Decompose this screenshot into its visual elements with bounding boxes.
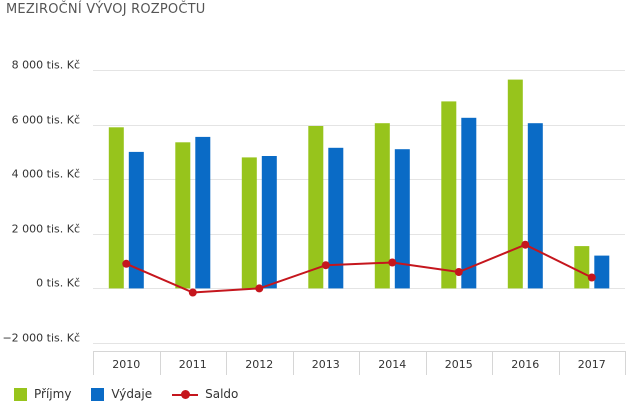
bar-prijmy xyxy=(108,127,124,289)
bar-prijmy xyxy=(441,101,457,289)
legend-item-prijmy[interactable]: Příjmy xyxy=(14,387,71,401)
bar-prijmy xyxy=(241,157,257,289)
x-axis: 2010 2011 2012 2013 2014 2015 2016 2017 xyxy=(93,351,626,375)
y-tick-label: 8 000 tis. Kč xyxy=(12,59,80,72)
x-tick-label: 2015 xyxy=(445,358,473,371)
saldo-point xyxy=(321,261,330,270)
bar-prijmy xyxy=(175,142,191,289)
saldo-point xyxy=(122,259,131,268)
bars xyxy=(108,79,610,289)
legend-label-saldo: Saldo xyxy=(205,387,239,401)
bar-vydaje xyxy=(195,136,211,289)
x-tick-label: 2013 xyxy=(312,358,340,371)
bar-vydaje xyxy=(394,149,410,289)
saldo-line-layer xyxy=(122,240,596,297)
vydaje-swatch xyxy=(91,387,105,401)
chart-title: MEZIROČNÍ VÝVOJ ROZPOČTU xyxy=(6,2,206,17)
saldo-point xyxy=(454,268,463,276)
saldo-line-swatch xyxy=(172,388,199,401)
legend-label-vydaje: Výdaje xyxy=(111,387,153,401)
saldo-line xyxy=(125,243,593,294)
legend-item-vydaje[interactable]: Výdaje xyxy=(91,387,152,401)
bar-vydaje xyxy=(328,147,344,289)
y-tick-label: 6 000 tis. Kč xyxy=(12,114,80,127)
bar-vydaje xyxy=(261,156,277,289)
y-tick-label: 2 000 tis. Kč xyxy=(12,223,80,236)
x-tick-label: 2012 xyxy=(245,358,273,371)
bar-vydaje xyxy=(461,117,477,289)
y-tick-label: 0 tis. Kč xyxy=(36,277,80,290)
y-tick-label: 4 000 tis. Kč xyxy=(12,168,80,181)
x-tick-label: 2011 xyxy=(179,358,207,371)
y-axis-labels: −2 000 tis. Kč 0 tis. Kč 2 000 tis. Kč 4 00… xyxy=(2,59,80,345)
saldo-point xyxy=(188,288,197,297)
saldo-point xyxy=(255,284,264,293)
bar-vydaje xyxy=(594,255,610,289)
bar-vydaje xyxy=(527,123,543,289)
x-tick-label: 2016 xyxy=(511,358,539,371)
y-tick-label: −2 000 tis. Kč xyxy=(2,332,80,345)
x-tick-label: 2014 xyxy=(378,358,406,371)
legend-label-prijmy: Příjmy xyxy=(34,387,72,401)
prijmy-swatch xyxy=(14,387,27,401)
legend: Příjmy Výdaje Saldo xyxy=(14,385,258,403)
chart-plot: −2 000 tis. Kč 0 tis. Kč 2 000 tis. Kč 4 00… xyxy=(2,59,626,375)
saldo-point xyxy=(388,258,397,267)
saldo-point xyxy=(521,240,530,249)
saldo-point xyxy=(587,273,596,282)
grid-lines xyxy=(93,70,625,344)
legend-item-saldo[interactable]: Saldo xyxy=(172,387,238,401)
bar-vydaje xyxy=(128,151,144,289)
bar-prijmy xyxy=(374,123,390,289)
bar-prijmy xyxy=(308,126,324,289)
bar-prijmy xyxy=(574,246,590,289)
x-tick-label: 2017 xyxy=(578,358,606,371)
bar-prijmy xyxy=(507,79,523,289)
x-tick-label: 2010 xyxy=(112,358,140,371)
